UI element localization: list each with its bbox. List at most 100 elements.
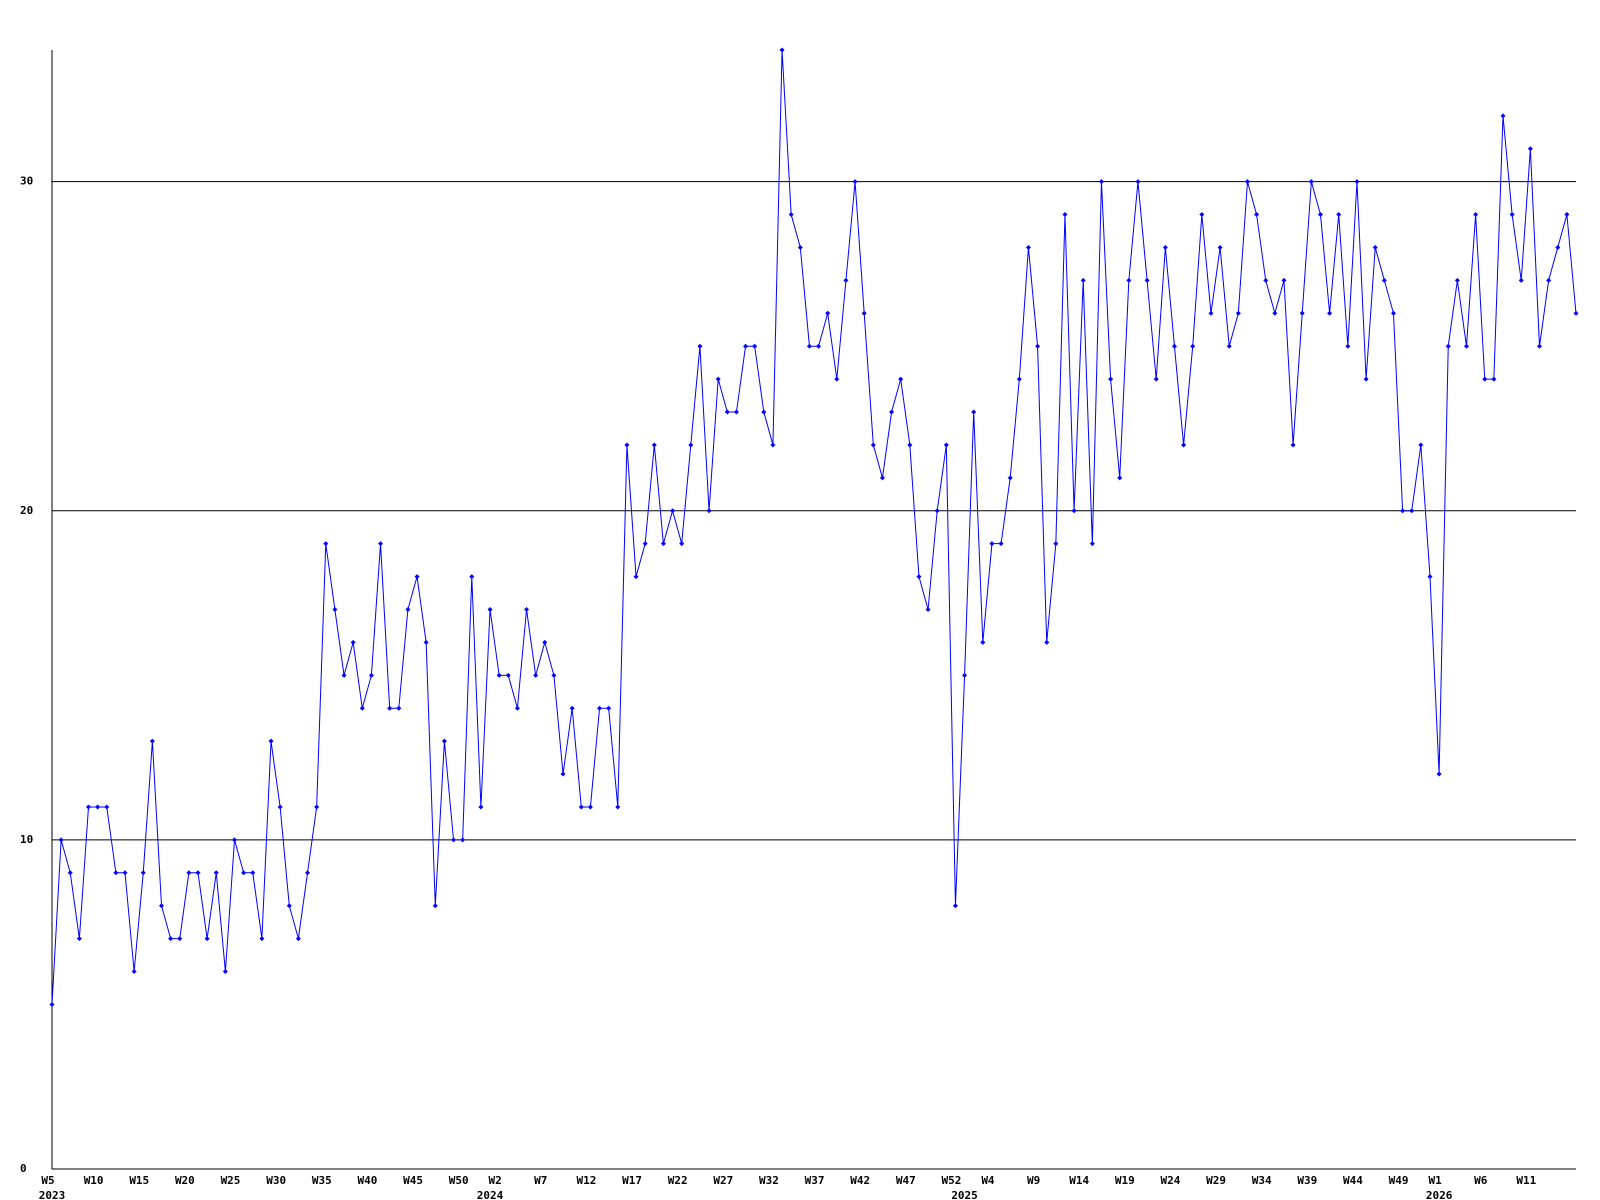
x-tick-label: W27	[713, 1174, 733, 1187]
data-point	[1381, 277, 1387, 283]
x-tick-label: W7	[534, 1174, 547, 1187]
data-point	[76, 936, 82, 942]
x-tick-label: W20	[175, 1174, 195, 1187]
data-point	[95, 804, 101, 810]
data-point	[1098, 179, 1104, 185]
data-point	[1281, 277, 1287, 283]
data-point	[259, 936, 265, 942]
x-tick-label: W6	[1474, 1174, 1488, 1187]
data-point	[414, 574, 420, 580]
data-point	[980, 639, 986, 645]
x-tick-label: W4	[981, 1174, 995, 1187]
data-point	[1162, 244, 1168, 250]
data-line	[51, 49, 1577, 1005]
data-point	[131, 969, 137, 975]
data-point	[1035, 343, 1041, 349]
data-point	[1518, 277, 1524, 283]
data-point	[305, 870, 311, 876]
data-point	[423, 639, 429, 645]
data-point	[277, 804, 283, 810]
data-point	[1354, 179, 1360, 185]
data-point	[1409, 508, 1415, 514]
data-point	[487, 607, 493, 612]
data-point	[569, 705, 575, 711]
data-point	[1126, 277, 1132, 283]
data-point	[1135, 179, 1141, 185]
data-point	[140, 870, 146, 876]
data-point	[624, 442, 630, 448]
data-point	[405, 607, 411, 612]
x-tick-label: W49	[1389, 1174, 1409, 1187]
data-point	[660, 541, 666, 547]
data-point	[1317, 212, 1323, 218]
data-point	[843, 277, 849, 283]
data-point	[186, 870, 192, 876]
data-point	[761, 409, 767, 415]
data-point	[67, 870, 73, 876]
data-point	[679, 541, 685, 547]
x-tick-label: W29	[1206, 1174, 1226, 1187]
data-point	[1390, 310, 1396, 316]
data-point	[1454, 277, 1460, 283]
data-point	[587, 804, 593, 810]
data-point	[1299, 310, 1305, 316]
data-point	[1372, 244, 1378, 250]
data-point	[1400, 508, 1406, 514]
data-point	[934, 508, 940, 514]
data-point	[1445, 343, 1451, 349]
data-point	[770, 442, 776, 448]
data-point	[551, 672, 557, 678]
x-tick-label: W44	[1343, 1174, 1363, 1187]
data-point	[788, 212, 794, 218]
y-tick-label: 30	[20, 175, 33, 188]
data-point	[149, 738, 155, 744]
data-point	[496, 672, 502, 678]
x-tick-label: W14	[1069, 1174, 1089, 1187]
x-tick-label: W11	[1516, 1174, 1536, 1187]
data-point	[505, 672, 511, 678]
data-point	[633, 574, 639, 580]
data-point	[1536, 343, 1542, 349]
x-tick-label: W12	[576, 1174, 596, 1187]
data-point	[441, 738, 447, 744]
data-point	[861, 310, 867, 316]
data-point	[286, 903, 292, 909]
data-point	[58, 837, 64, 843]
x-tick-label: W10	[84, 1174, 104, 1187]
data-point	[1053, 541, 1059, 547]
data-point	[733, 409, 739, 415]
data-point	[159, 903, 165, 909]
data-point	[943, 442, 949, 448]
data-point	[925, 607, 931, 612]
y-tick-label: 0	[20, 1162, 27, 1175]
x-tick-label: W2	[489, 1174, 502, 1187]
data-point	[1007, 475, 1013, 481]
data-point	[49, 1001, 55, 1007]
x-tick-label: W30	[266, 1174, 286, 1187]
x-tick-label: W1	[1428, 1174, 1442, 1187]
data-point	[314, 804, 320, 810]
data-point	[1117, 475, 1123, 481]
x-year-label: 2026	[1426, 1189, 1453, 1200]
data-point	[542, 639, 548, 645]
data-point	[1509, 212, 1515, 218]
data-point	[715, 376, 721, 382]
data-point	[213, 870, 219, 876]
x-tick-label: W17	[622, 1174, 642, 1187]
x-tick-label: W50	[449, 1174, 469, 1187]
data-point	[1427, 574, 1433, 580]
data-point	[615, 804, 621, 810]
data-point	[341, 672, 347, 678]
x-tick-label: W34	[1252, 1174, 1272, 1187]
y-tick-label: 20	[20, 504, 33, 517]
data-point	[1208, 310, 1214, 316]
data-point	[469, 574, 475, 580]
data-point	[1080, 277, 1086, 283]
y-tick-label: 10	[20, 833, 33, 846]
data-point	[670, 508, 676, 514]
data-point	[1153, 376, 1159, 382]
data-point	[295, 936, 301, 942]
data-point	[1244, 179, 1250, 185]
